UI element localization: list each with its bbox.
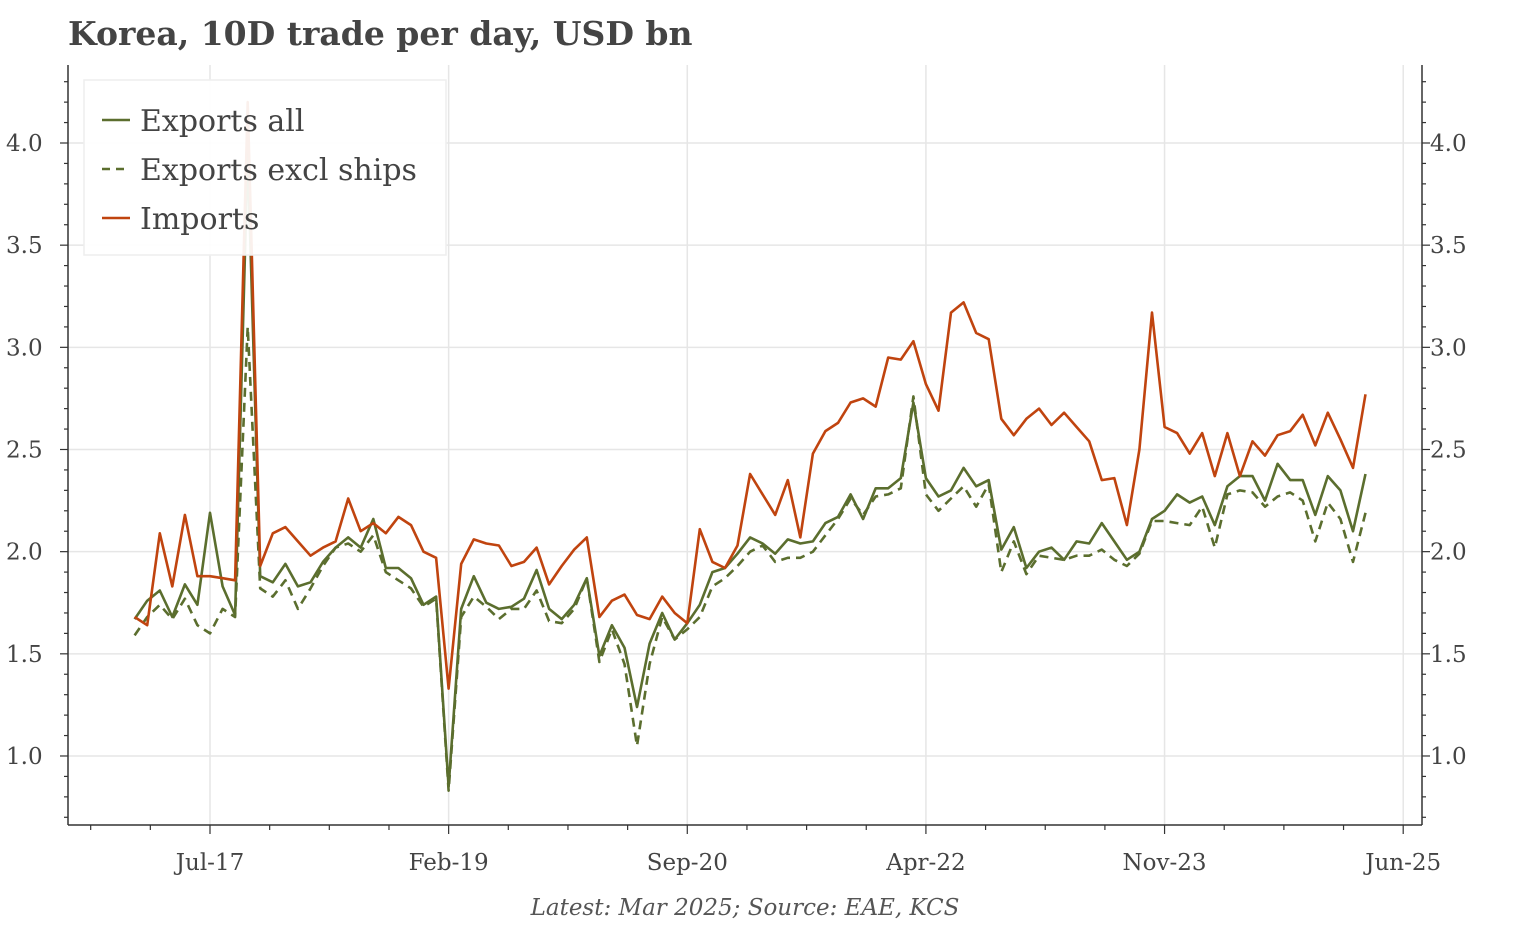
- y-tick-label-right: 3.5: [1430, 233, 1467, 259]
- x-tick-label: Apr-22: [885, 850, 965, 876]
- y-tick-label-right: 2.5: [1430, 437, 1467, 463]
- y-tick-label-left: 1.5: [6, 642, 43, 668]
- chart-title: Korea, 10D trade per day, USD bn: [68, 14, 693, 53]
- series-line-imports: [133, 100, 1367, 690]
- y-tick-label-right: 4.0: [1430, 131, 1467, 157]
- legend-label: Imports: [140, 202, 259, 237]
- legend-label: Exports excl ships: [140, 153, 417, 188]
- y-tick-label-left: 3.5: [6, 233, 43, 259]
- y-tick-label-left: 4.0: [6, 131, 43, 157]
- y-tick-label-right: 3.0: [1430, 335, 1467, 361]
- series-line-exports-all: [133, 151, 1367, 788]
- x-tick-label: Feb-19: [409, 850, 489, 876]
- y-tick-label-right: 1.0: [1430, 744, 1467, 770]
- chart-footnote: Latest: Mar 2025; Source: EAE, KCS: [530, 895, 960, 921]
- y-tick-label-right: 1.5: [1430, 642, 1467, 668]
- x-tick-label: Nov-23: [1123, 850, 1207, 876]
- x-tick-label: Jun-25: [1363, 850, 1441, 876]
- series-line-exports-excl-ships: [133, 325, 1367, 793]
- y-tick-label-left: 2.5: [6, 437, 43, 463]
- y-tick-label-left: 2.0: [6, 540, 43, 566]
- x-tick-label: Jul-17: [174, 850, 244, 876]
- y-tick-label-left: 1.0: [6, 744, 43, 770]
- legend-box: [83, 79, 447, 256]
- x-tick-label: Sep-20: [647, 850, 728, 876]
- y-tick-label-right: 2.0: [1430, 540, 1467, 566]
- y-tick-label-left: 3.0: [6, 335, 43, 361]
- legend: Exports all Exports excl ships Imports: [83, 79, 447, 256]
- legend-label: Exports all: [140, 104, 305, 139]
